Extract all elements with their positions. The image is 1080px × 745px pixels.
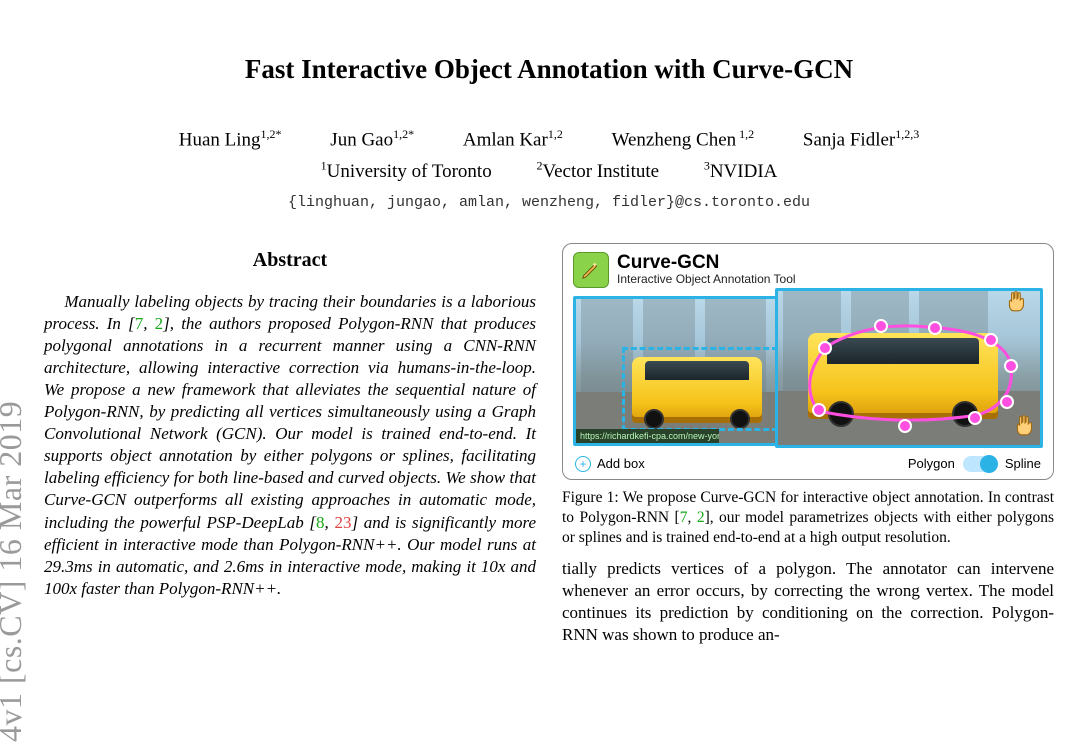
abstract-heading: Abstract — [44, 247, 536, 273]
url-bar: https://richardkefi-cpa.com/new-york-cit… — [576, 429, 719, 443]
control-node[interactable] — [1004, 359, 1018, 373]
citation[interactable]: 8 — [316, 513, 325, 532]
author: Jun Gao1,2* — [330, 127, 414, 153]
polygon-spline-toggle[interactable] — [963, 456, 997, 472]
citation[interactable]: 7 — [135, 314, 144, 333]
affiliation: 2Vector Institute — [536, 161, 659, 182]
affiliation-list: 1University of Toronto 2Vector Institute… — [44, 159, 1054, 185]
author: Sanja Fidler1,2,3 — [803, 127, 919, 153]
citation[interactable]: 2 — [155, 314, 164, 333]
control-node[interactable] — [928, 321, 942, 335]
plus-icon: + — [575, 456, 591, 472]
abstract-text: Manually labeling objects by tracing the… — [44, 291, 536, 600]
author: Amlan Kar1,2 — [463, 127, 563, 153]
control-node[interactable] — [812, 403, 826, 417]
affiliation: 3NVIDIA — [704, 161, 778, 182]
paper-page: Fast Interactive Object Annotation with … — [0, 52, 1080, 646]
figure-1: Curve-GCN Interactive Object Annotation … — [562, 243, 1054, 480]
arxiv-stamp: 4v1 [cs.CV] 16 Mar 2019 — [0, 401, 32, 742]
tool-subtitle: Interactive Object Annotation Tool — [617, 272, 796, 286]
tool-title: Curve-GCN — [617, 253, 796, 272]
add-box-button[interactable]: + Add box — [575, 456, 645, 473]
pointer-hand-icon — [1004, 288, 1030, 313]
scene-right[interactable] — [775, 288, 1043, 448]
control-node[interactable] — [1000, 395, 1014, 409]
toggle-label-polygon: Polygon — [908, 456, 955, 473]
bounding-box-dashed[interactable] — [622, 347, 778, 431]
affiliation: 1University of Toronto — [321, 161, 492, 182]
pointer-hand-icon — [1012, 411, 1038, 437]
toggle-label-spline: Spline — [1005, 456, 1041, 473]
citation[interactable]: 23 — [334, 513, 351, 532]
control-node[interactable] — [874, 319, 888, 333]
intro-body-text: tially predicts vertices of a polygon. T… — [562, 558, 1054, 646]
author: Wenzheng Chen 1,2 — [612, 127, 755, 153]
control-node[interactable] — [818, 341, 832, 355]
right-column: Curve-GCN Interactive Object Annotation … — [562, 241, 1054, 647]
citation[interactable]: 2 — [697, 509, 705, 526]
add-box-label: Add box — [597, 456, 645, 473]
control-node[interactable] — [898, 419, 912, 433]
control-node[interactable] — [968, 411, 982, 425]
author: Huan Ling1,2* — [179, 127, 282, 153]
left-column: Abstract Manually labeling objects by tr… — [44, 241, 536, 647]
paper-title: Fast Interactive Object Annotation with … — [44, 52, 1054, 87]
pencil-icon — [573, 252, 609, 288]
figure-images: https://richardkefi-cpa.com/new-york-cit… — [573, 294, 1043, 450]
author-list: Huan Ling1,2* Jun Gao1,2* Amlan Kar1,2 W… — [44, 127, 1054, 153]
author-emails: {linghuan, jungao, amlan, wenzheng, fidl… — [44, 193, 1054, 213]
figure-caption: Figure 1: We propose Curve-GCN for inter… — [562, 488, 1054, 548]
control-node[interactable] — [984, 333, 998, 347]
